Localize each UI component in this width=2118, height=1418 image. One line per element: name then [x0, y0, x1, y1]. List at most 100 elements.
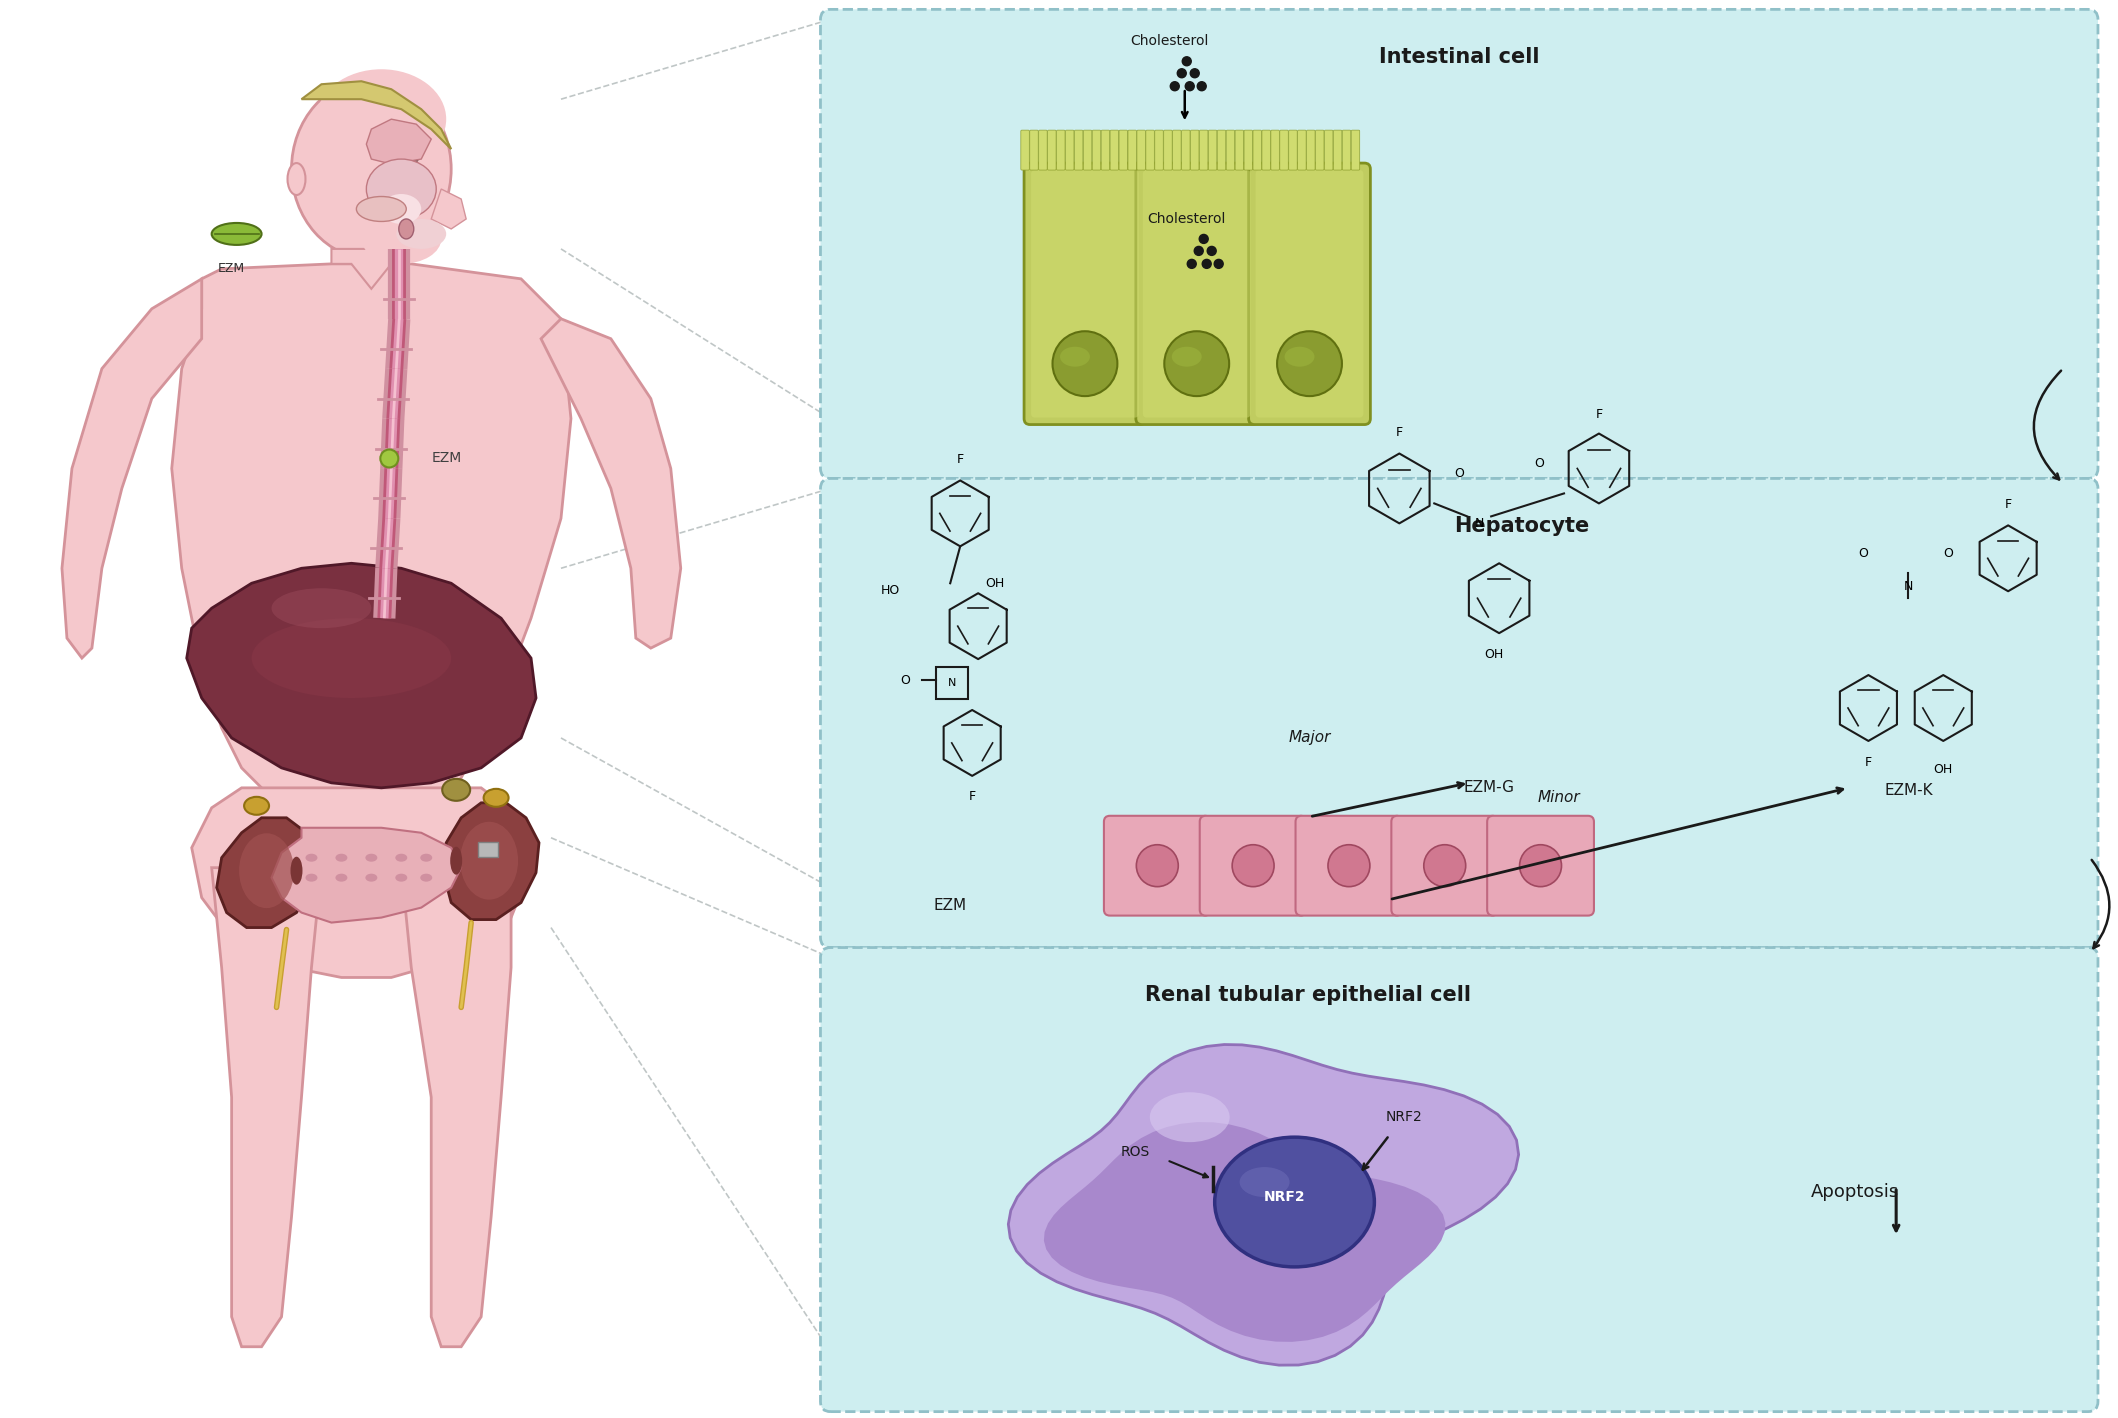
FancyBboxPatch shape [1154, 130, 1163, 170]
Ellipse shape [396, 218, 447, 250]
Ellipse shape [460, 822, 519, 899]
FancyBboxPatch shape [1315, 130, 1324, 170]
Ellipse shape [1207, 247, 1216, 255]
Text: Minor: Minor [1538, 790, 1580, 805]
Ellipse shape [398, 218, 413, 238]
Ellipse shape [1171, 347, 1201, 367]
FancyBboxPatch shape [1343, 130, 1351, 170]
FancyBboxPatch shape [1173, 130, 1182, 170]
Ellipse shape [381, 194, 421, 224]
Ellipse shape [396, 854, 407, 862]
FancyBboxPatch shape [1256, 170, 1364, 417]
Ellipse shape [1188, 259, 1197, 268]
Ellipse shape [1214, 259, 1224, 268]
FancyBboxPatch shape [1110, 130, 1118, 170]
FancyBboxPatch shape [1074, 130, 1082, 170]
Ellipse shape [1284, 347, 1315, 367]
FancyBboxPatch shape [1324, 130, 1332, 170]
Polygon shape [172, 264, 572, 822]
Ellipse shape [335, 873, 347, 882]
Ellipse shape [239, 834, 294, 908]
FancyBboxPatch shape [1101, 130, 1110, 170]
FancyBboxPatch shape [479, 842, 498, 856]
FancyBboxPatch shape [820, 10, 2099, 478]
Ellipse shape [1190, 68, 1199, 78]
FancyBboxPatch shape [1065, 130, 1074, 170]
FancyBboxPatch shape [1226, 130, 1235, 170]
Ellipse shape [1178, 68, 1186, 78]
Text: F: F [1595, 407, 1603, 421]
Ellipse shape [1171, 82, 1180, 91]
FancyBboxPatch shape [820, 478, 2099, 947]
Polygon shape [1044, 1122, 1444, 1341]
FancyBboxPatch shape [1218, 130, 1226, 170]
Text: OH: OH [985, 577, 1004, 590]
FancyBboxPatch shape [1250, 163, 1370, 424]
Text: EZM: EZM [432, 451, 462, 465]
Ellipse shape [419, 854, 432, 862]
FancyBboxPatch shape [1199, 130, 1207, 170]
FancyBboxPatch shape [1029, 130, 1038, 170]
FancyBboxPatch shape [1209, 130, 1218, 170]
FancyBboxPatch shape [1103, 815, 1211, 916]
Text: Cholesterol: Cholesterol [1131, 34, 1209, 48]
FancyBboxPatch shape [1199, 815, 1307, 916]
FancyBboxPatch shape [1296, 815, 1402, 916]
Ellipse shape [1059, 347, 1091, 367]
Text: N: N [1474, 518, 1485, 530]
Text: EZM: EZM [934, 898, 966, 913]
FancyBboxPatch shape [1038, 130, 1046, 170]
Polygon shape [216, 818, 316, 927]
FancyBboxPatch shape [1021, 130, 1029, 170]
FancyBboxPatch shape [1118, 130, 1127, 170]
FancyBboxPatch shape [1190, 130, 1199, 170]
Text: NRF2: NRF2 [1385, 1110, 1423, 1124]
Ellipse shape [244, 797, 269, 815]
Ellipse shape [1186, 82, 1195, 91]
Text: N: N [949, 678, 957, 688]
Ellipse shape [271, 588, 371, 628]
FancyBboxPatch shape [1351, 130, 1360, 170]
FancyBboxPatch shape [1235, 130, 1243, 170]
Text: Hepatocyte: Hepatocyte [1455, 516, 1591, 536]
Ellipse shape [1137, 845, 1178, 886]
FancyBboxPatch shape [1048, 130, 1057, 170]
Ellipse shape [356, 197, 407, 221]
FancyBboxPatch shape [1243, 130, 1252, 170]
FancyBboxPatch shape [1288, 130, 1296, 170]
Ellipse shape [1423, 845, 1466, 886]
Text: Renal tubular epithelial cell: Renal tubular epithelial cell [1146, 986, 1472, 1005]
FancyBboxPatch shape [1334, 130, 1343, 170]
Ellipse shape [1277, 332, 1343, 396]
Text: O: O [1455, 467, 1464, 479]
Text: HO: HO [881, 584, 900, 597]
Ellipse shape [362, 214, 441, 264]
FancyBboxPatch shape [1082, 130, 1091, 170]
Text: F: F [1864, 756, 1872, 769]
Text: N: N [1904, 580, 1913, 593]
FancyBboxPatch shape [1298, 130, 1307, 170]
Polygon shape [540, 319, 680, 648]
Polygon shape [366, 119, 432, 164]
Ellipse shape [1150, 1092, 1231, 1141]
Ellipse shape [1203, 259, 1211, 268]
Polygon shape [330, 250, 411, 289]
Ellipse shape [419, 873, 432, 882]
FancyBboxPatch shape [1163, 130, 1171, 170]
Ellipse shape [335, 854, 347, 862]
Text: O: O [900, 674, 911, 686]
Ellipse shape [288, 163, 305, 196]
FancyBboxPatch shape [1093, 130, 1101, 170]
Text: Apoptosis: Apoptosis [1811, 1183, 1900, 1201]
FancyBboxPatch shape [1144, 170, 1250, 417]
Ellipse shape [252, 618, 451, 698]
Ellipse shape [1216, 1137, 1375, 1266]
Ellipse shape [1328, 845, 1370, 886]
FancyBboxPatch shape [1129, 130, 1137, 170]
Polygon shape [61, 279, 201, 658]
FancyBboxPatch shape [1031, 170, 1139, 417]
Polygon shape [301, 81, 451, 149]
FancyBboxPatch shape [1271, 130, 1279, 170]
Text: F: F [957, 454, 964, 467]
FancyBboxPatch shape [1135, 163, 1258, 424]
